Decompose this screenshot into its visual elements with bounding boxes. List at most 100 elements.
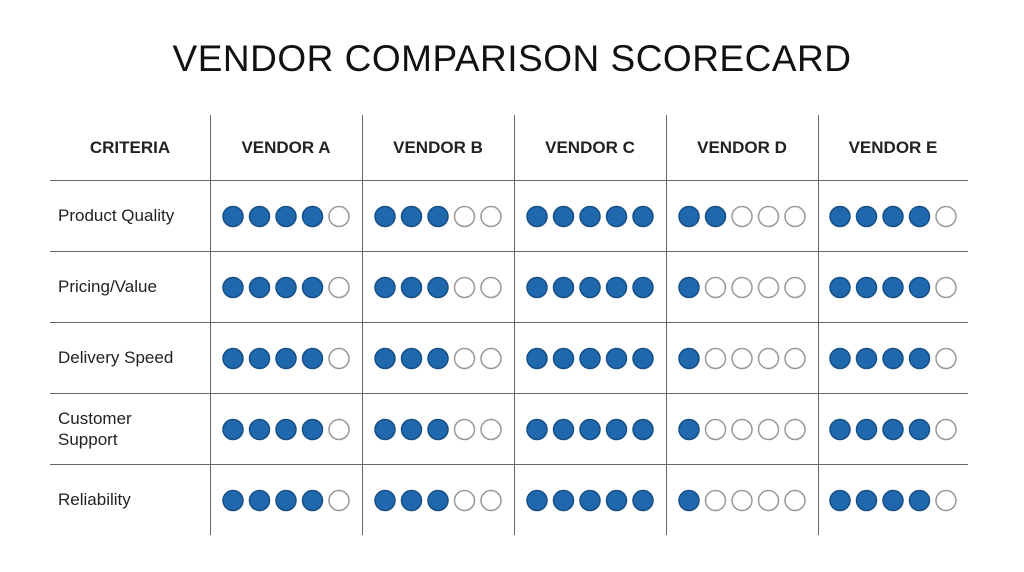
rating [222, 205, 350, 228]
row-divider [50, 180, 968, 181]
rating [526, 276, 654, 299]
column-divider [666, 115, 667, 535]
rating-dot-empty [935, 205, 957, 228]
rating-dot-filled [552, 418, 575, 441]
rating-dot-filled [605, 489, 628, 512]
rating-dot-filled [427, 347, 449, 370]
rating [678, 347, 806, 370]
rating-dot-empty [935, 347, 957, 370]
rating [374, 418, 502, 441]
rating-dot-filled [301, 418, 324, 441]
rating-dot-empty [480, 205, 502, 228]
column-header: VENDOR C [545, 137, 635, 157]
rating-dot-filled [275, 489, 297, 512]
rating-dot-filled [400, 347, 423, 370]
rating-dot-empty [731, 489, 753, 512]
rating-dot-filled [632, 347, 654, 370]
rating-dot-filled [678, 347, 700, 370]
rating-dot-filled [526, 489, 548, 512]
rating-dot-filled [829, 418, 851, 441]
rating-dot-filled [882, 347, 904, 370]
rating-dot-filled [275, 347, 297, 370]
rating-dot-empty [704, 418, 727, 441]
rating-dot-filled [222, 418, 244, 441]
rating-dot-filled [579, 276, 601, 299]
rating-dot-filled [301, 205, 324, 228]
column-divider [514, 115, 515, 535]
column-header: VENDOR E [848, 137, 938, 157]
criterion: Reliability [58, 490, 131, 509]
rating-dot-filled [374, 205, 396, 228]
rating-dot-filled [248, 489, 271, 512]
rating [222, 276, 350, 299]
row-divider [50, 393, 968, 394]
rating-dot-filled [275, 418, 297, 441]
rating-dot-filled [579, 489, 601, 512]
row-divider [50, 322, 968, 323]
rating-dot-filled [400, 276, 423, 299]
rating-dot-filled [632, 418, 654, 441]
rating [374, 347, 502, 370]
rating [829, 347, 957, 370]
rating-dot-filled [632, 205, 654, 228]
rating-dot-filled [526, 418, 548, 441]
rating-dot-filled [301, 489, 324, 512]
rating-dot-filled [678, 276, 700, 299]
row-divider [50, 251, 968, 252]
rating-dot-empty [328, 489, 350, 512]
rating-dot-empty [757, 347, 780, 370]
rating-dot-filled [678, 205, 700, 228]
rating-dot-empty [328, 205, 350, 228]
column-divider [362, 115, 363, 535]
rating-dot-filled [427, 418, 449, 441]
rating-dot-filled [552, 276, 575, 299]
rating-dot-filled [400, 489, 423, 512]
rating-dot-filled [222, 347, 244, 370]
rating [526, 489, 654, 512]
rating [829, 276, 957, 299]
rating-dot-filled [526, 347, 548, 370]
rating-dot-filled [908, 205, 931, 228]
rating-dot-empty [731, 418, 753, 441]
rating-dot-filled [275, 205, 297, 228]
column-header: CRITERIA [89, 137, 171, 157]
rating-dot-filled [222, 489, 244, 512]
rating-dot-empty [480, 489, 502, 512]
rating-dot-empty [480, 276, 502, 299]
rating-dot-filled [678, 418, 700, 441]
rating-dot-empty [480, 418, 502, 441]
rating-dot-filled [374, 347, 396, 370]
rating-dot-empty [731, 276, 753, 299]
rating-dot-filled [908, 276, 931, 299]
rating-dot-empty [453, 418, 476, 441]
rating-dot-filled [605, 205, 628, 228]
rating-dot-filled [427, 205, 449, 228]
rating-dot-filled [526, 205, 548, 228]
rating-dot-empty [453, 347, 476, 370]
rating-dot-filled [579, 347, 601, 370]
rating-dot-empty [328, 418, 350, 441]
rating-dot-filled [400, 205, 423, 228]
rating-dot-empty [784, 347, 806, 370]
rating-dot-filled [855, 276, 878, 299]
rating [526, 418, 654, 441]
rating [829, 205, 957, 228]
rating-dot-filled [829, 276, 851, 299]
rating-dot-filled [829, 347, 851, 370]
rating-dot-filled [605, 418, 628, 441]
rating-dot-empty [704, 276, 727, 299]
rating-dot-filled [605, 347, 628, 370]
rating-dot-filled [632, 489, 654, 512]
rating-dot-filled [552, 205, 575, 228]
rating-dot-empty [757, 276, 780, 299]
rating-dot-filled [855, 418, 878, 441]
rating-dot-empty [453, 205, 476, 228]
rating-dot-filled [301, 276, 324, 299]
column-header: VENDOR A [241, 137, 331, 157]
rating-dot-empty [935, 489, 957, 512]
rating-dot-empty [784, 489, 806, 512]
title: VENDOR COMPARISON SCORECARD [172, 38, 852, 79]
rating-dot-filled [248, 418, 271, 441]
rating-dot-empty [731, 205, 753, 228]
criterion: Product Quality [58, 206, 175, 225]
